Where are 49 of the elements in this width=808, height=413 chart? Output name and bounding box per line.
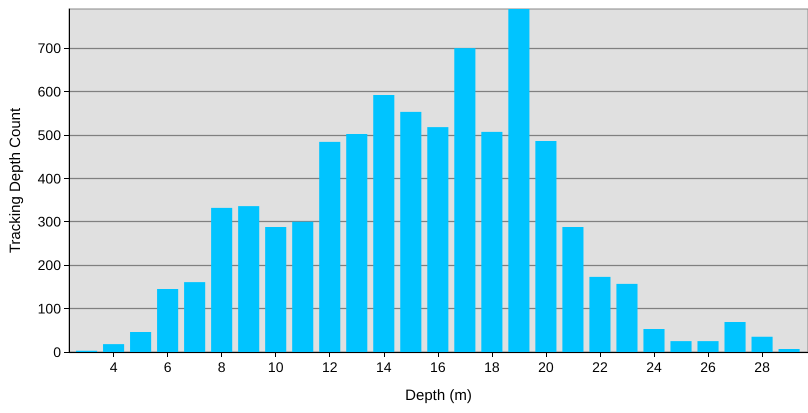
y-tick-label: 300 (38, 214, 62, 230)
x-tick-label: 18 (484, 359, 500, 375)
bar (724, 322, 746, 352)
x-tick-label: 12 (322, 359, 338, 375)
bar (778, 348, 800, 352)
bar (697, 341, 719, 352)
bar (103, 344, 124, 352)
bar (130, 332, 152, 352)
x-axis-title: Depth (m) (405, 387, 472, 404)
bar (508, 9, 530, 352)
bar (238, 206, 260, 352)
x-tick-label: 24 (646, 359, 662, 375)
bar (643, 328, 665, 352)
x-tick-label: 22 (592, 359, 608, 375)
bar (157, 289, 178, 352)
bar (535, 140, 556, 352)
bar (400, 112, 422, 352)
bar (481, 132, 502, 352)
x-tick-label: 16 (430, 359, 446, 375)
bar (670, 341, 692, 352)
bar (589, 276, 610, 352)
y-tick-label: 600 (38, 83, 62, 100)
y-tick-label: 700 (38, 40, 62, 56)
y-tick-label: 100 (38, 300, 62, 317)
y-tick-label: 500 (38, 126, 62, 143)
x-tick-label: 26 (700, 359, 716, 375)
bar (454, 48, 476, 352)
bar (265, 226, 286, 352)
x-tick-label: 20 (538, 359, 554, 375)
bar (373, 94, 394, 352)
bar (292, 222, 314, 352)
bar (319, 142, 340, 352)
x-tick-label: 10 (268, 359, 284, 375)
bar (562, 226, 584, 352)
x-tick-label: 4 (110, 359, 118, 375)
bar (184, 282, 206, 352)
y-axis-title: Tracking Depth Count (7, 107, 24, 254)
bar (211, 208, 232, 352)
x-tick-label: 6 (164, 359, 172, 375)
bar (752, 336, 773, 352)
x-tick-label: 28 (754, 359, 770, 375)
bar (427, 127, 448, 352)
y-tick-label: 200 (38, 257, 62, 274)
y-tick-label: 0 (53, 344, 62, 360)
y-tick-label: 400 (38, 170, 62, 186)
x-tick-label: 8 (218, 359, 226, 375)
x-tick-label: 14 (376, 359, 392, 375)
bar (616, 284, 638, 352)
bar (346, 134, 368, 352)
